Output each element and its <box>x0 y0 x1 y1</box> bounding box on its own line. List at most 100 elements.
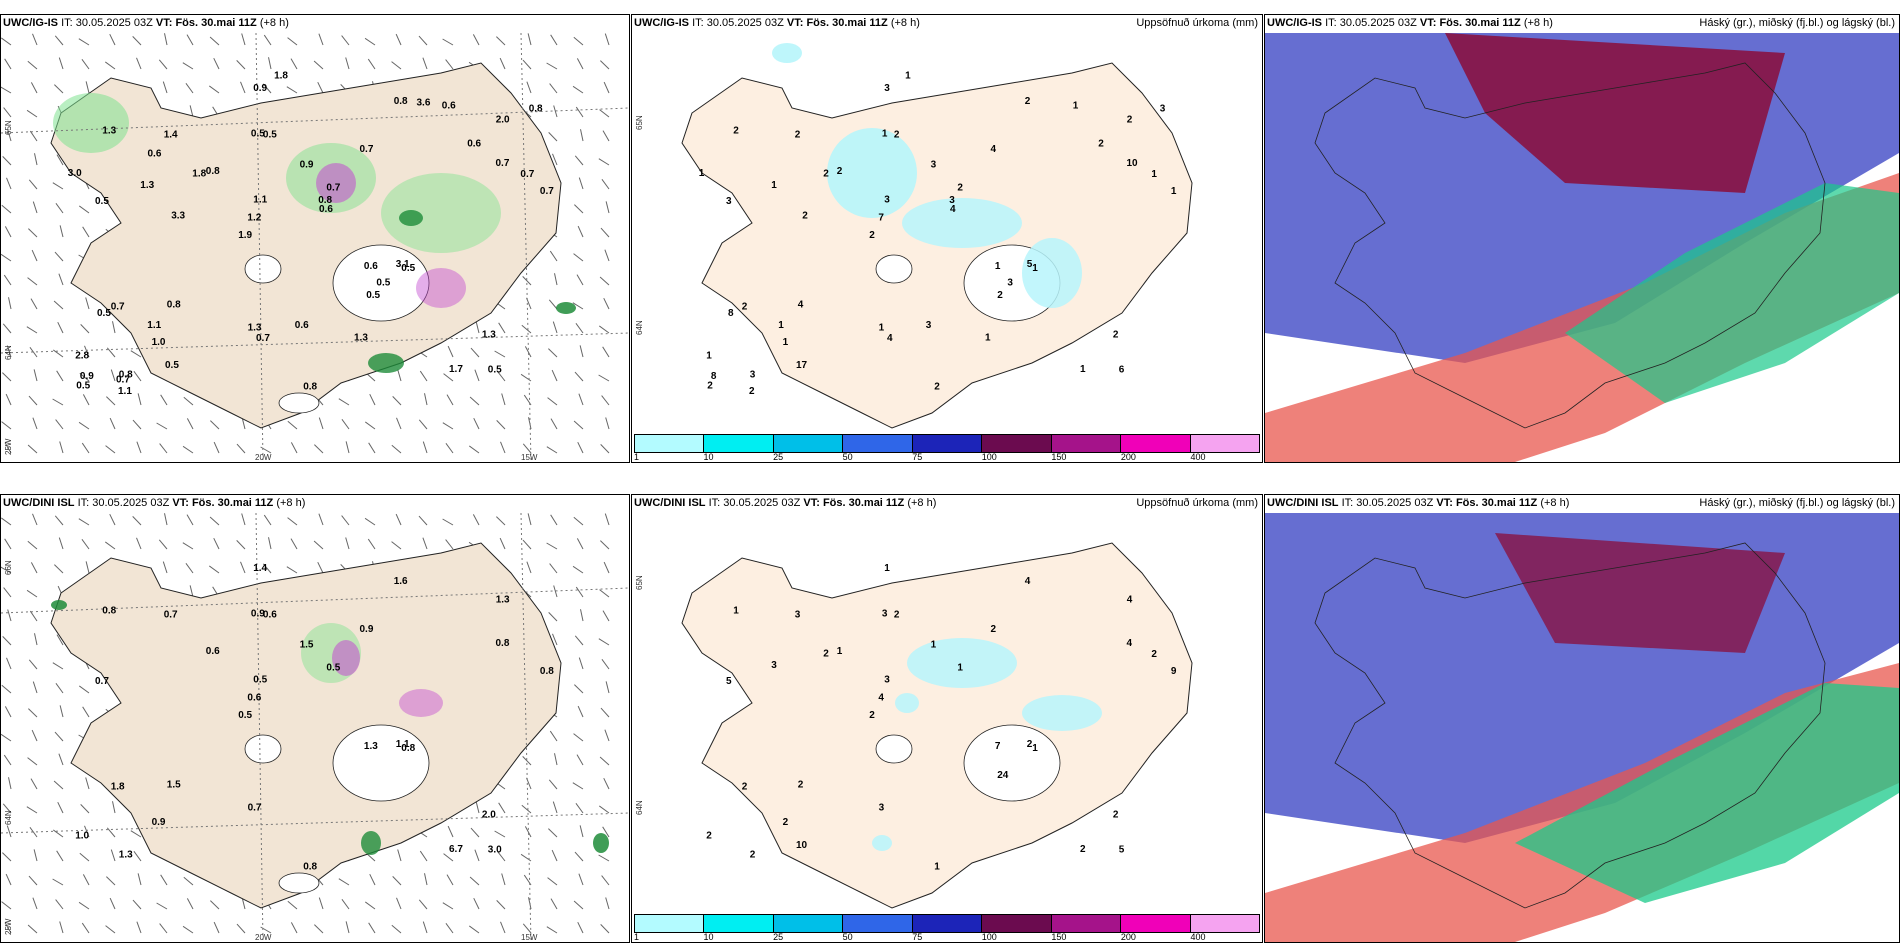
wind-barb <box>549 250 558 262</box>
wind-barb <box>419 370 428 382</box>
wind-value-label: 1.8 <box>192 168 206 179</box>
wind-barb <box>32 201 38 214</box>
precip-value-label: 1 <box>733 606 739 617</box>
legend-swatch <box>912 915 983 932</box>
wind-barb <box>6 657 12 670</box>
wind-barb <box>59 921 64 934</box>
wind-barb <box>598 325 610 334</box>
precip-value-label: 1 <box>1151 169 1157 180</box>
wind-panel-ig-is: UWC/IG-IS IT: 30.05.2025 03Z VT: Fös. 30… <box>0 14 630 463</box>
wind-barb <box>58 57 64 70</box>
wind-value-label: 0.9 <box>80 371 94 382</box>
wind-value-label: 0.5 <box>95 196 109 207</box>
wind-value-label: 0.5 <box>251 128 265 139</box>
wind-barb <box>8 777 12 790</box>
precip-value-label: 2 <box>1027 739 1033 750</box>
wind-barb <box>524 826 532 838</box>
precip-value-label: 2 <box>1127 115 1133 126</box>
wind-barb <box>57 321 64 334</box>
wind-barb <box>26 326 38 334</box>
lon-label: 20W <box>255 933 272 942</box>
precip-value-label: 3 <box>879 802 885 813</box>
wind-barb <box>364 901 376 910</box>
precip-value-label: 2 <box>1025 96 1031 107</box>
legend-swatch <box>773 435 844 452</box>
precip-value-label: 4 <box>950 204 956 215</box>
panel-title: UWC/IG-IS IT: 30.05.2025 03Z VT: Fös. 30… <box>3 17 289 29</box>
wind-barb <box>5 873 12 886</box>
wind-barb <box>3 274 12 286</box>
precip-value-label: 3 <box>795 610 801 621</box>
wind-barb <box>314 924 324 934</box>
wind-barb <box>313 540 324 550</box>
wind-barb <box>527 513 532 526</box>
wind-barb <box>6 825 12 838</box>
wind-value-label: 0.6 <box>206 646 220 657</box>
wind-barb <box>603 777 610 790</box>
wind-barb <box>136 537 142 550</box>
precip-value-label: 2 <box>823 168 829 179</box>
wind-barb <box>240 81 246 94</box>
wind-barb <box>210 900 220 910</box>
wind-barb <box>84 825 90 838</box>
wind-barb <box>136 57 142 70</box>
wind-barb <box>158 539 168 550</box>
wind-barb <box>602 826 610 838</box>
wind-value-label: 3.0 <box>488 844 502 855</box>
wind-barb <box>27 277 38 286</box>
wind-barb <box>1 733 12 742</box>
precip-value-label: 1 <box>905 71 911 82</box>
wind-barb <box>133 850 142 862</box>
wind-barb <box>82 394 90 406</box>
legend-tick-label: 50 <box>842 932 853 942</box>
wind-barb <box>164 33 168 46</box>
wind-barb <box>598 638 610 646</box>
wind-barb <box>367 58 376 70</box>
wind-barb <box>445 539 454 550</box>
wind-barb <box>496 516 506 526</box>
wind-value-label: 0.9 <box>360 624 374 635</box>
wind-barb <box>445 59 454 70</box>
wind-barb <box>577 921 584 934</box>
wind-barb <box>4 538 12 550</box>
wind-barb <box>160 874 168 886</box>
wind-barb <box>367 538 376 550</box>
lat-label: 64N <box>635 320 644 335</box>
wind-barb <box>28 228 38 238</box>
wind-barb <box>84 345 90 358</box>
wind-barb <box>601 658 610 670</box>
wind-value-label: 1.9 <box>238 230 252 241</box>
wind-value-label: 0.6 <box>319 204 333 215</box>
wind-barb <box>601 395 610 406</box>
wind-barb <box>56 634 64 646</box>
wind-barb <box>27 757 38 766</box>
wind-barb <box>156 422 168 430</box>
legend-swatch <box>843 915 913 932</box>
wind-barb <box>31 729 38 742</box>
wind-value-label: 0.9 <box>253 83 267 94</box>
precip-value-label: 3 <box>884 83 890 94</box>
wind-barb <box>550 514 558 526</box>
wind-barb <box>4 706 12 718</box>
wind-barb <box>81 922 90 934</box>
wind-barb <box>602 610 610 622</box>
wind-barb <box>2 636 12 646</box>
wind-value-label: 0.5 <box>97 308 111 319</box>
wind-barb <box>499 57 506 70</box>
wind-barb <box>598 805 610 814</box>
wind-barb <box>443 853 454 862</box>
precip-value-label: 1 <box>778 320 784 331</box>
precip-value-label: 1 <box>995 261 1001 272</box>
wind-barb <box>85 81 90 94</box>
wind-barb <box>5 393 12 406</box>
wind-value-label: 0.8 <box>303 862 317 873</box>
wind-value-label: 0.7 <box>520 169 534 180</box>
wind-barb <box>29 826 38 838</box>
precip-value-label: 2 <box>894 610 900 621</box>
wind-value-label: 3.0 <box>68 168 82 179</box>
wind-barb <box>109 33 116 46</box>
legend-tick-label: 1 <box>634 452 640 462</box>
wind-barb <box>81 538 90 550</box>
wind-barb <box>573 516 584 526</box>
wind-barb <box>442 422 454 430</box>
